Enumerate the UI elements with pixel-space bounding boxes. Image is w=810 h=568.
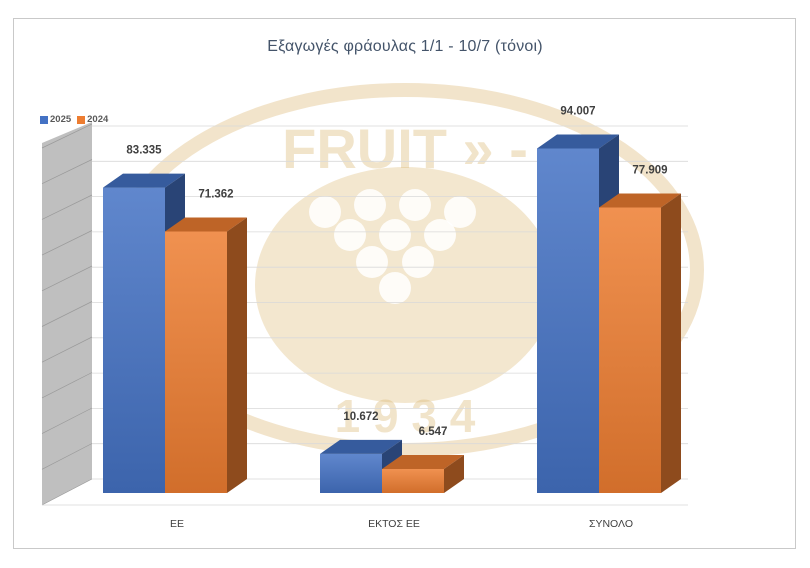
bar-side xyxy=(661,193,681,493)
watermark-grape xyxy=(334,219,366,251)
bar-side xyxy=(444,455,464,493)
side-wall-panel xyxy=(42,122,92,505)
side-wall-gridline xyxy=(41,123,93,149)
bar-top xyxy=(320,439,402,454)
legend-label-2024: 2024 xyxy=(87,114,109,125)
bar-top xyxy=(165,217,247,232)
watermark-text-bottom: 1 9 3 4 xyxy=(335,390,476,442)
data-label-2025-1: 10.672 xyxy=(343,411,378,423)
legend-swatch-2025 xyxy=(40,115,48,124)
side-wall-gridline xyxy=(41,478,93,506)
chart-bars xyxy=(103,134,681,494)
side-wall-gridline xyxy=(41,372,93,399)
bar-front xyxy=(537,148,599,494)
legend-swatch-2024 xyxy=(77,115,86,124)
data-label-2024-1: 6.547 xyxy=(419,426,448,438)
data-label-2025-2: 94.007 xyxy=(560,105,595,117)
bar-front xyxy=(165,231,227,493)
bar-2024-0 xyxy=(165,217,247,493)
watermark-grape xyxy=(354,189,386,221)
bar-2024-2 xyxy=(599,193,681,493)
side-wall-gridline xyxy=(41,301,93,327)
bar-front xyxy=(382,469,444,493)
watermark-grape xyxy=(379,219,411,251)
bar-2025-2 xyxy=(537,134,619,494)
side-wall-gridline xyxy=(41,159,93,185)
bar-2025-1 xyxy=(320,439,402,493)
bar-top xyxy=(537,134,619,149)
legend-item-2024: 2024 xyxy=(77,114,108,125)
x-tick-label-1: ΕΚΤΟΣ ΕΕ xyxy=(368,518,420,530)
side-wall-gridline xyxy=(41,194,93,220)
bar-top xyxy=(382,455,464,470)
legend-item-2025: 2025 xyxy=(40,114,71,125)
side-wall-gridline xyxy=(41,407,93,434)
bar-top xyxy=(599,193,681,208)
data-label-2024-2: 77.909 xyxy=(632,164,667,176)
bar-front xyxy=(320,453,382,493)
legend-label-2025: 2025 xyxy=(50,114,72,125)
watermark-grape xyxy=(399,189,431,221)
data-label-2025-0: 83.335 xyxy=(126,145,162,157)
side-wall-gridline xyxy=(41,230,93,256)
bar-front xyxy=(599,207,661,493)
watermark-grape xyxy=(444,196,476,228)
chart-legend: 2025 2024 xyxy=(40,114,108,125)
watermark-grape xyxy=(309,196,341,228)
chart-data-labels: 83.335 71.362 10.672 6.547 94.007 77.909 xyxy=(126,105,667,438)
chart-title: Εξαγωγές φράουλας 1/1 - 10/7 (τόνοι) xyxy=(267,38,543,55)
x-tick-label-0: ΕΕ xyxy=(170,518,184,530)
watermark-grape xyxy=(424,219,456,251)
watermark-text-top: FRUIT » - xyxy=(282,117,528,180)
chart-side-wall xyxy=(41,122,93,506)
watermark-grape xyxy=(379,272,411,304)
bar-2024-1 xyxy=(382,455,464,493)
side-wall-gridline xyxy=(41,336,93,363)
bar-front xyxy=(103,187,165,493)
watermark-grape xyxy=(402,246,434,278)
side-wall-gridline xyxy=(41,443,93,470)
bar-side xyxy=(227,217,247,493)
side-wall-gridline xyxy=(41,265,93,292)
x-tick-label-2: ΣΥΝΟΛΟ xyxy=(589,518,633,530)
watermark-grape xyxy=(356,246,388,278)
chart-x-axis: ΕΕ ΕΚΤΟΣ ΕΕ ΣΥΝΟΛΟ xyxy=(170,518,633,530)
data-label-2024-0: 71.362 xyxy=(198,188,233,200)
bar-top xyxy=(103,173,185,188)
